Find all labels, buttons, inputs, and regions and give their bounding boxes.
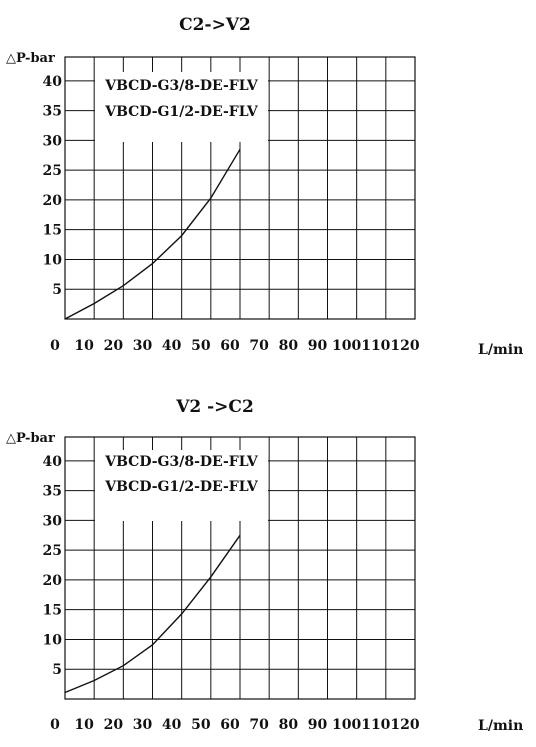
- y-tick-label: 10: [43, 252, 63, 268]
- x-axis-label: L/min: [478, 718, 523, 734]
- x-tick-label: 110: [361, 717, 390, 733]
- chart-2: V2 ->C2 △P-bar 5 10 15 20 25 30 35 40 0 10 20 30 40 50 6…: [6, 397, 523, 734]
- y-tick-label: 5: [52, 662, 62, 678]
- x-tick-label: 0: [50, 717, 60, 733]
- x-tick-label: 120: [390, 717, 419, 733]
- x-tick-label: 70: [249, 338, 269, 354]
- x-tick-label: 40: [162, 338, 182, 354]
- x-tick-label: 120: [390, 338, 419, 354]
- legend-box: [95, 72, 268, 142]
- y-tick-label: 15: [43, 603, 62, 619]
- y-tick-label: 20: [43, 573, 63, 589]
- y-tick-label: 30: [43, 513, 63, 529]
- legend-entry: VBCD-G1/2-DE-FLV: [104, 104, 259, 120]
- x-tick-label: 60: [220, 338, 240, 354]
- x-tick-label: 10: [74, 338, 94, 354]
- y-tick-label: 15: [43, 223, 62, 239]
- x-tick-label: 110: [361, 338, 390, 354]
- chart-title: C2->V2: [179, 15, 251, 35]
- x-tick-label: 20: [104, 338, 124, 354]
- legend-entry: VBCD-G3/8-DE-FLV: [104, 78, 259, 94]
- x-tick-label: 100: [332, 338, 361, 354]
- legend-box: [95, 450, 268, 521]
- x-tick-label: 80: [279, 338, 299, 354]
- plot-frame: [64, 56, 416, 320]
- y-tick-label: 20: [43, 193, 63, 209]
- y-tick-label: 40: [43, 74, 63, 90]
- x-tick-label: 60: [220, 717, 240, 733]
- x-tick-label: 90: [308, 338, 328, 354]
- y-axis-label: △P-bar: [6, 431, 55, 446]
- x-tick-label: 80: [279, 717, 299, 733]
- x-tick-label: 20: [104, 717, 124, 733]
- x-tick-label: 100: [332, 717, 361, 733]
- series-line: [64, 148, 241, 320]
- x-axis-label: L/min: [478, 342, 523, 358]
- y-tick-label: 10: [43, 632, 63, 648]
- legend-entry: VBCD-G3/8-DE-FLV: [104, 454, 259, 470]
- y-axis-label: △P-bar: [6, 51, 55, 66]
- legend-entry: VBCD-G1/2-DE-FLV: [104, 479, 259, 495]
- x-tick-label: 50: [191, 717, 211, 733]
- x-tick-label: 30: [133, 717, 153, 733]
- x-tick-label: 0: [50, 338, 60, 354]
- y-tick-label: 35: [43, 104, 62, 120]
- y-tick-label: 40: [43, 454, 63, 470]
- series-line: [64, 534, 241, 694]
- y-tick-label: 25: [43, 163, 62, 179]
- x-tick-label: 30: [133, 338, 153, 354]
- plot-frame: [64, 436, 416, 700]
- y-tick-label: 30: [43, 133, 63, 149]
- x-tick-label: 10: [74, 717, 94, 733]
- y-tick-label: 25: [43, 543, 62, 559]
- x-tick-label: 70: [249, 717, 269, 733]
- y-tick-label: 5: [52, 282, 62, 298]
- chart-title: V2 ->C2: [175, 397, 254, 417]
- x-tick-label: 50: [191, 338, 211, 354]
- x-tick-label: 40: [162, 717, 182, 733]
- x-tick-label: 90: [308, 717, 328, 733]
- y-tick-label: 35: [43, 484, 62, 500]
- chart-1: C2->V2 △P-bar 5 10 15 20 25 30 35 40 0 10 20 30 40 50 60…: [6, 15, 523, 358]
